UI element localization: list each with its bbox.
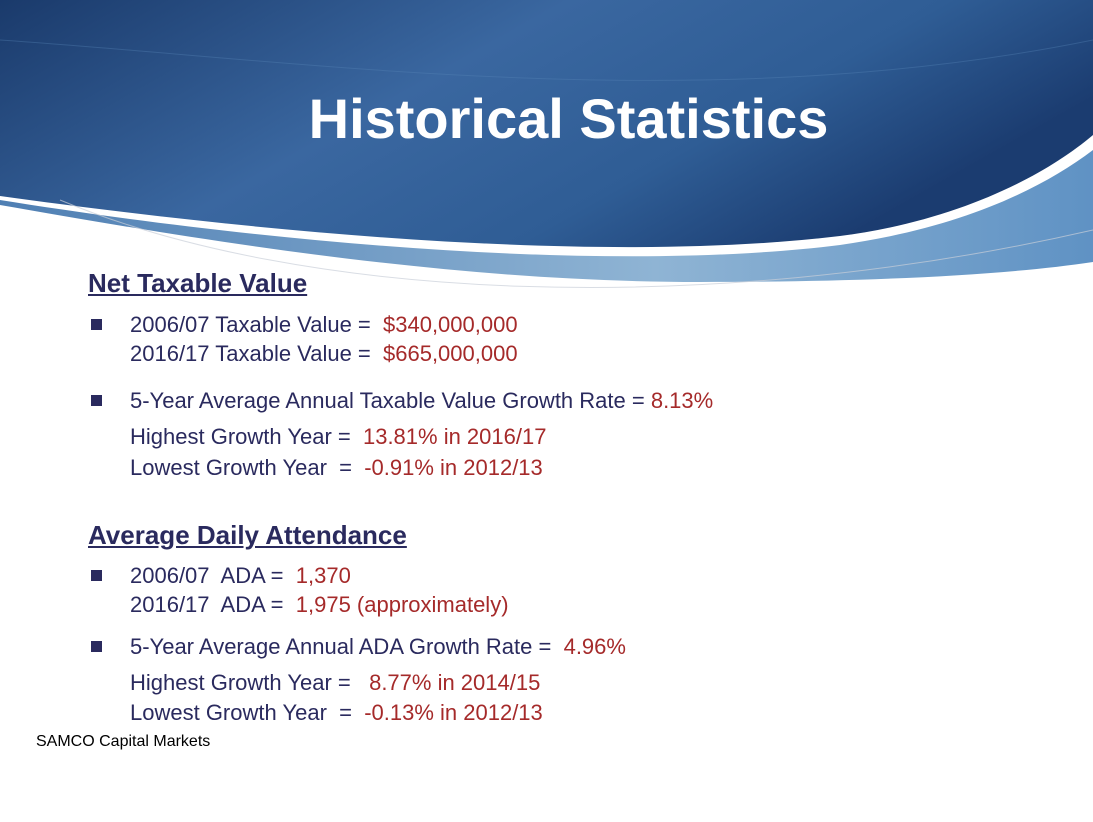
bullet-icon [91, 570, 102, 581]
header-banner [0, 0, 1093, 288]
ada-2006-line: 2006/07 ADA = 1,370 [130, 563, 351, 589]
ada-growth-value: 4.96% [563, 634, 626, 659]
ada-highest-label: Highest Growth Year = [130, 670, 370, 695]
bullet-icon [91, 319, 102, 330]
ntv-2016-label: 2016/17 Taxable Value = [130, 341, 383, 366]
ada-2016-line: 2016/17 ADA = 1,975 (approximately) [130, 592, 509, 618]
ntv-2016-value: $665,000,000 [383, 341, 518, 366]
ada-highest-value: 8.77% in 2014/15 [369, 670, 541, 695]
ntv-growth-label: 5-Year Average Annual Taxable Value Grow… [130, 388, 651, 413]
bullet-icon [91, 395, 102, 406]
ada-2016-value: 1,975 (approximately) [295, 592, 509, 617]
footer-company-name: SAMCO Capital Markets [36, 733, 211, 750]
ntv-highest-label: Highest Growth Year = [130, 424, 363, 449]
ntv-highest-value: 13.81% in 2016/17 [362, 424, 547, 449]
ntv-2006-value: $340,000,000 [383, 312, 518, 337]
ada-lowest-label: Lowest Growth Year = [130, 700, 365, 725]
ntv-2016-line: 2016/17 Taxable Value = $665,000,000 [130, 341, 518, 367]
ntv-highest-line: Highest Growth Year = 13.81% in 2016/17 [130, 424, 546, 450]
ada-growth-label: 5-Year Average Annual ADA Growth Rate = [130, 634, 564, 659]
ada-2006-value: 1,370 [295, 563, 351, 588]
ada-2016-label: 2016/17 ADA = [130, 592, 296, 617]
ntv-growth-value: 8.13% [650, 388, 714, 413]
ntv-2006-label: 2006/07 Taxable Value = [130, 312, 383, 337]
average-daily-attendance-heading: Average Daily Attendance [88, 520, 407, 550]
ntv-2006-line: 2006/07 Taxable Value = $340,000,000 [130, 312, 518, 338]
slide-title: Historical Statistics [308, 87, 829, 150]
ada-2006-label: 2006/07 ADA = [130, 563, 296, 588]
ada-lowest-value: -0.13% in 2012/13 [364, 700, 543, 725]
ada-lowest-line: Lowest Growth Year = -0.13% in 2012/13 [130, 700, 543, 726]
net-taxable-value-heading: Net Taxable Value [88, 268, 308, 298]
ada-growth-line: 5-Year Average Annual ADA Growth Rate = … [130, 634, 626, 660]
ntv-growth-line: 5-Year Average Annual Taxable Value Grow… [130, 388, 713, 414]
ntv-lowest-value: -0.91% in 2012/13 [364, 455, 543, 480]
bullet-icon [91, 641, 102, 652]
ada-highest-line: Highest Growth Year = 8.77% in 2014/15 [130, 670, 540, 696]
ntv-lowest-line: Lowest Growth Year = -0.91% in 2012/13 [130, 455, 543, 481]
ntv-lowest-label: Lowest Growth Year = [130, 455, 365, 480]
